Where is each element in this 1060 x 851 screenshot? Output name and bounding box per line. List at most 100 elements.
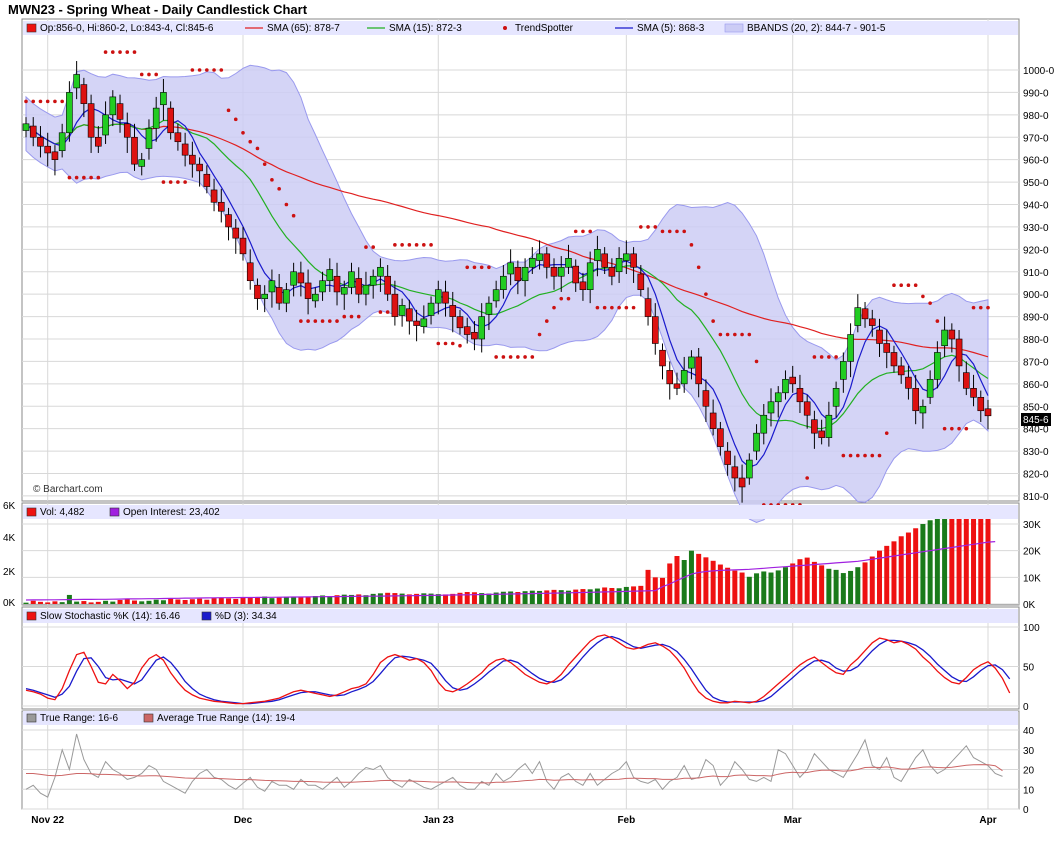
trendspotter-dot bbox=[964, 426, 969, 431]
trendspotter-dot bbox=[544, 319, 549, 323]
volume-bar bbox=[291, 597, 297, 604]
x-tick-label: Apr bbox=[979, 815, 996, 826]
volume-bar bbox=[457, 592, 463, 604]
candle-body bbox=[984, 408, 992, 417]
volume-bar bbox=[623, 586, 629, 604]
volume-bar bbox=[74, 601, 80, 604]
candle-body bbox=[803, 401, 811, 416]
trendspotter-dot bbox=[805, 476, 809, 480]
volume-bar bbox=[551, 589, 557, 604]
volume-bar bbox=[985, 516, 991, 604]
volume-bar bbox=[269, 598, 275, 604]
candle-body bbox=[362, 284, 370, 295]
trendspotter-dot bbox=[573, 229, 578, 234]
price-y-tick: 870-0 bbox=[1023, 357, 1049, 368]
last-price-tag bbox=[1021, 413, 1051, 426]
volume-bar bbox=[327, 596, 333, 604]
trendspotter-dot bbox=[559, 296, 564, 301]
price-y-tick: 890-0 bbox=[1023, 313, 1049, 324]
trendspotter-dot bbox=[277, 187, 281, 191]
volume-bar bbox=[660, 577, 666, 604]
x-tick-label: Mar bbox=[784, 815, 802, 826]
candle-body bbox=[326, 269, 334, 282]
price-legend-bg bbox=[23, 21, 1018, 35]
volume-bar bbox=[978, 516, 984, 604]
volume-bar bbox=[696, 553, 702, 604]
trendspotter-dot bbox=[458, 343, 462, 348]
volume-bar bbox=[580, 589, 586, 604]
candle-body bbox=[210, 189, 218, 203]
trendspotter-dot bbox=[393, 243, 397, 247]
x-tick-label: Feb bbox=[617, 815, 635, 826]
stochastic-legend-label: %D (3): 34.34 bbox=[215, 611, 277, 622]
trendspotter-dot bbox=[660, 229, 665, 234]
volume-bar bbox=[283, 596, 289, 604]
volume-bar bbox=[175, 599, 181, 604]
volume-bar bbox=[710, 560, 716, 604]
trendspotter-dot bbox=[342, 314, 347, 319]
volume-bar bbox=[124, 599, 130, 604]
candle-body bbox=[724, 450, 731, 465]
candle-body bbox=[297, 272, 305, 284]
candle-body bbox=[492, 289, 500, 302]
stochastic-legend-label: Slow Stochastic %K (14): 16.46 bbox=[40, 611, 181, 622]
trendspotter-dot bbox=[588, 229, 592, 234]
candle-body bbox=[818, 430, 825, 438]
candle-body bbox=[478, 316, 485, 340]
candle-body bbox=[203, 173, 211, 187]
candle-body bbox=[355, 278, 363, 295]
trendspotter-dot bbox=[248, 139, 253, 144]
candlesticks bbox=[22, 61, 992, 503]
price-y-tick: 880-0 bbox=[1023, 335, 1049, 346]
trendspotter-dot bbox=[986, 305, 990, 310]
price-y-tick: 970-0 bbox=[1023, 133, 1049, 144]
price-y-tick: 990-0 bbox=[1023, 88, 1049, 99]
trendspotter-dot bbox=[197, 68, 202, 72]
range-y-tick: 20 bbox=[1023, 766, 1035, 777]
volume-bar bbox=[862, 562, 868, 604]
trendspotter-dot bbox=[479, 265, 484, 270]
volume-bar bbox=[804, 557, 810, 604]
volume-bar bbox=[298, 597, 304, 604]
candle-body bbox=[160, 92, 167, 106]
candle-body bbox=[760, 414, 768, 434]
volume-bar bbox=[891, 541, 897, 604]
trendspotter-dot bbox=[96, 175, 101, 180]
trendspotter-dot bbox=[349, 314, 354, 319]
price-y-tick: 960-0 bbox=[1023, 156, 1049, 167]
price-y-tick: 950-0 bbox=[1023, 178, 1049, 189]
candle-body bbox=[695, 356, 702, 385]
volume-bar bbox=[898, 536, 904, 604]
volume-y-tick: 0K bbox=[1023, 600, 1036, 611]
bbands-area bbox=[25, 64, 989, 524]
candle-body bbox=[977, 396, 985, 412]
trendspotter-dot bbox=[371, 245, 375, 249]
volume-bar bbox=[493, 592, 499, 604]
volume-bar bbox=[52, 601, 58, 604]
trendspotter-dot bbox=[516, 355, 520, 359]
candle-body bbox=[145, 127, 153, 149]
volume-bar bbox=[356, 594, 362, 604]
candle-body bbox=[659, 349, 666, 367]
candle-body bbox=[246, 262, 254, 282]
candle-body bbox=[239, 237, 247, 255]
trendspotter-dot bbox=[241, 130, 245, 135]
volume-bar bbox=[348, 594, 354, 604]
range-y-tick: 0 bbox=[1023, 805, 1029, 816]
trendspotter-dot bbox=[682, 229, 687, 234]
trendspotter-dot bbox=[950, 426, 954, 431]
candle-body bbox=[514, 266, 522, 282]
volume-bar bbox=[500, 591, 506, 604]
volume-bar bbox=[703, 557, 709, 604]
price-legend-label: TrendSpotter bbox=[515, 23, 574, 34]
candle-body bbox=[572, 265, 580, 284]
volume-bar bbox=[240, 597, 246, 604]
candle-body bbox=[319, 280, 326, 293]
trendspotter-dot bbox=[31, 99, 36, 104]
candle-body bbox=[37, 136, 44, 147]
candle-body bbox=[123, 123, 131, 138]
trendspotter-dot bbox=[67, 175, 72, 180]
trendspotter-dot bbox=[154, 72, 158, 77]
stochastic-lines bbox=[25, 634, 1011, 705]
candle-body bbox=[22, 123, 30, 131]
